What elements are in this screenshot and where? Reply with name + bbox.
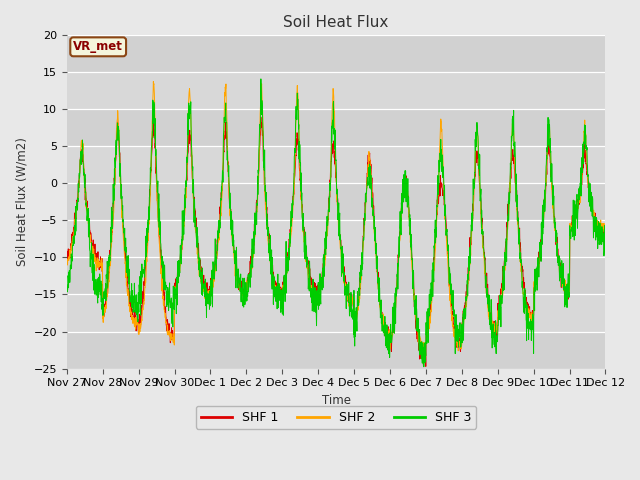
SHF 3 bbox=[420, 364, 428, 370]
SHF 1 bbox=[352, 318, 360, 324]
SHF 1 bbox=[493, 330, 500, 336]
SHF 1 bbox=[570, 224, 577, 229]
Line: SHF 3: SHF 3 bbox=[67, 79, 605, 367]
SHF 3 bbox=[257, 76, 265, 82]
Bar bbox=[67, 257, 605, 295]
Text: VR_met: VR_met bbox=[73, 40, 123, 53]
SHF 3 bbox=[364, 175, 371, 180]
SHF 3 bbox=[493, 333, 500, 338]
SHF 2 bbox=[554, 258, 562, 264]
SHF 1 bbox=[63, 254, 70, 260]
Title: Soil Heat Flux: Soil Heat Flux bbox=[284, 15, 388, 30]
SHF 1 bbox=[602, 237, 609, 242]
Bar bbox=[67, 332, 605, 369]
SHF 3 bbox=[554, 263, 562, 268]
SHF 2 bbox=[602, 225, 609, 230]
Legend: SHF 1, SHF 2, SHF 3: SHF 1, SHF 2, SHF 3 bbox=[196, 406, 476, 429]
SHF 3 bbox=[213, 250, 221, 256]
SHF 2 bbox=[63, 258, 70, 264]
SHF 1 bbox=[213, 243, 221, 249]
Bar bbox=[67, 36, 605, 72]
Bar bbox=[67, 109, 605, 146]
Bar bbox=[67, 183, 605, 220]
SHF 2 bbox=[213, 252, 221, 258]
SHF 3 bbox=[570, 197, 577, 203]
SHF 2 bbox=[150, 79, 157, 84]
X-axis label: Time: Time bbox=[322, 394, 351, 407]
SHF 2 bbox=[454, 348, 462, 354]
SHF 2 bbox=[352, 321, 360, 327]
SHF 1 bbox=[554, 252, 562, 258]
SHF 3 bbox=[63, 282, 70, 288]
Line: SHF 1: SHF 1 bbox=[67, 117, 605, 367]
Y-axis label: Soil Heat Flux (W/m2): Soil Heat Flux (W/m2) bbox=[15, 137, 28, 266]
SHF 1 bbox=[257, 114, 265, 120]
SHF 2 bbox=[570, 220, 577, 226]
SHF 1 bbox=[420, 364, 428, 370]
SHF 3 bbox=[352, 324, 360, 330]
SHF 1 bbox=[364, 171, 371, 177]
SHF 2 bbox=[493, 322, 500, 327]
SHF 3 bbox=[602, 229, 609, 235]
Line: SHF 2: SHF 2 bbox=[67, 82, 605, 351]
SHF 2 bbox=[364, 176, 371, 181]
